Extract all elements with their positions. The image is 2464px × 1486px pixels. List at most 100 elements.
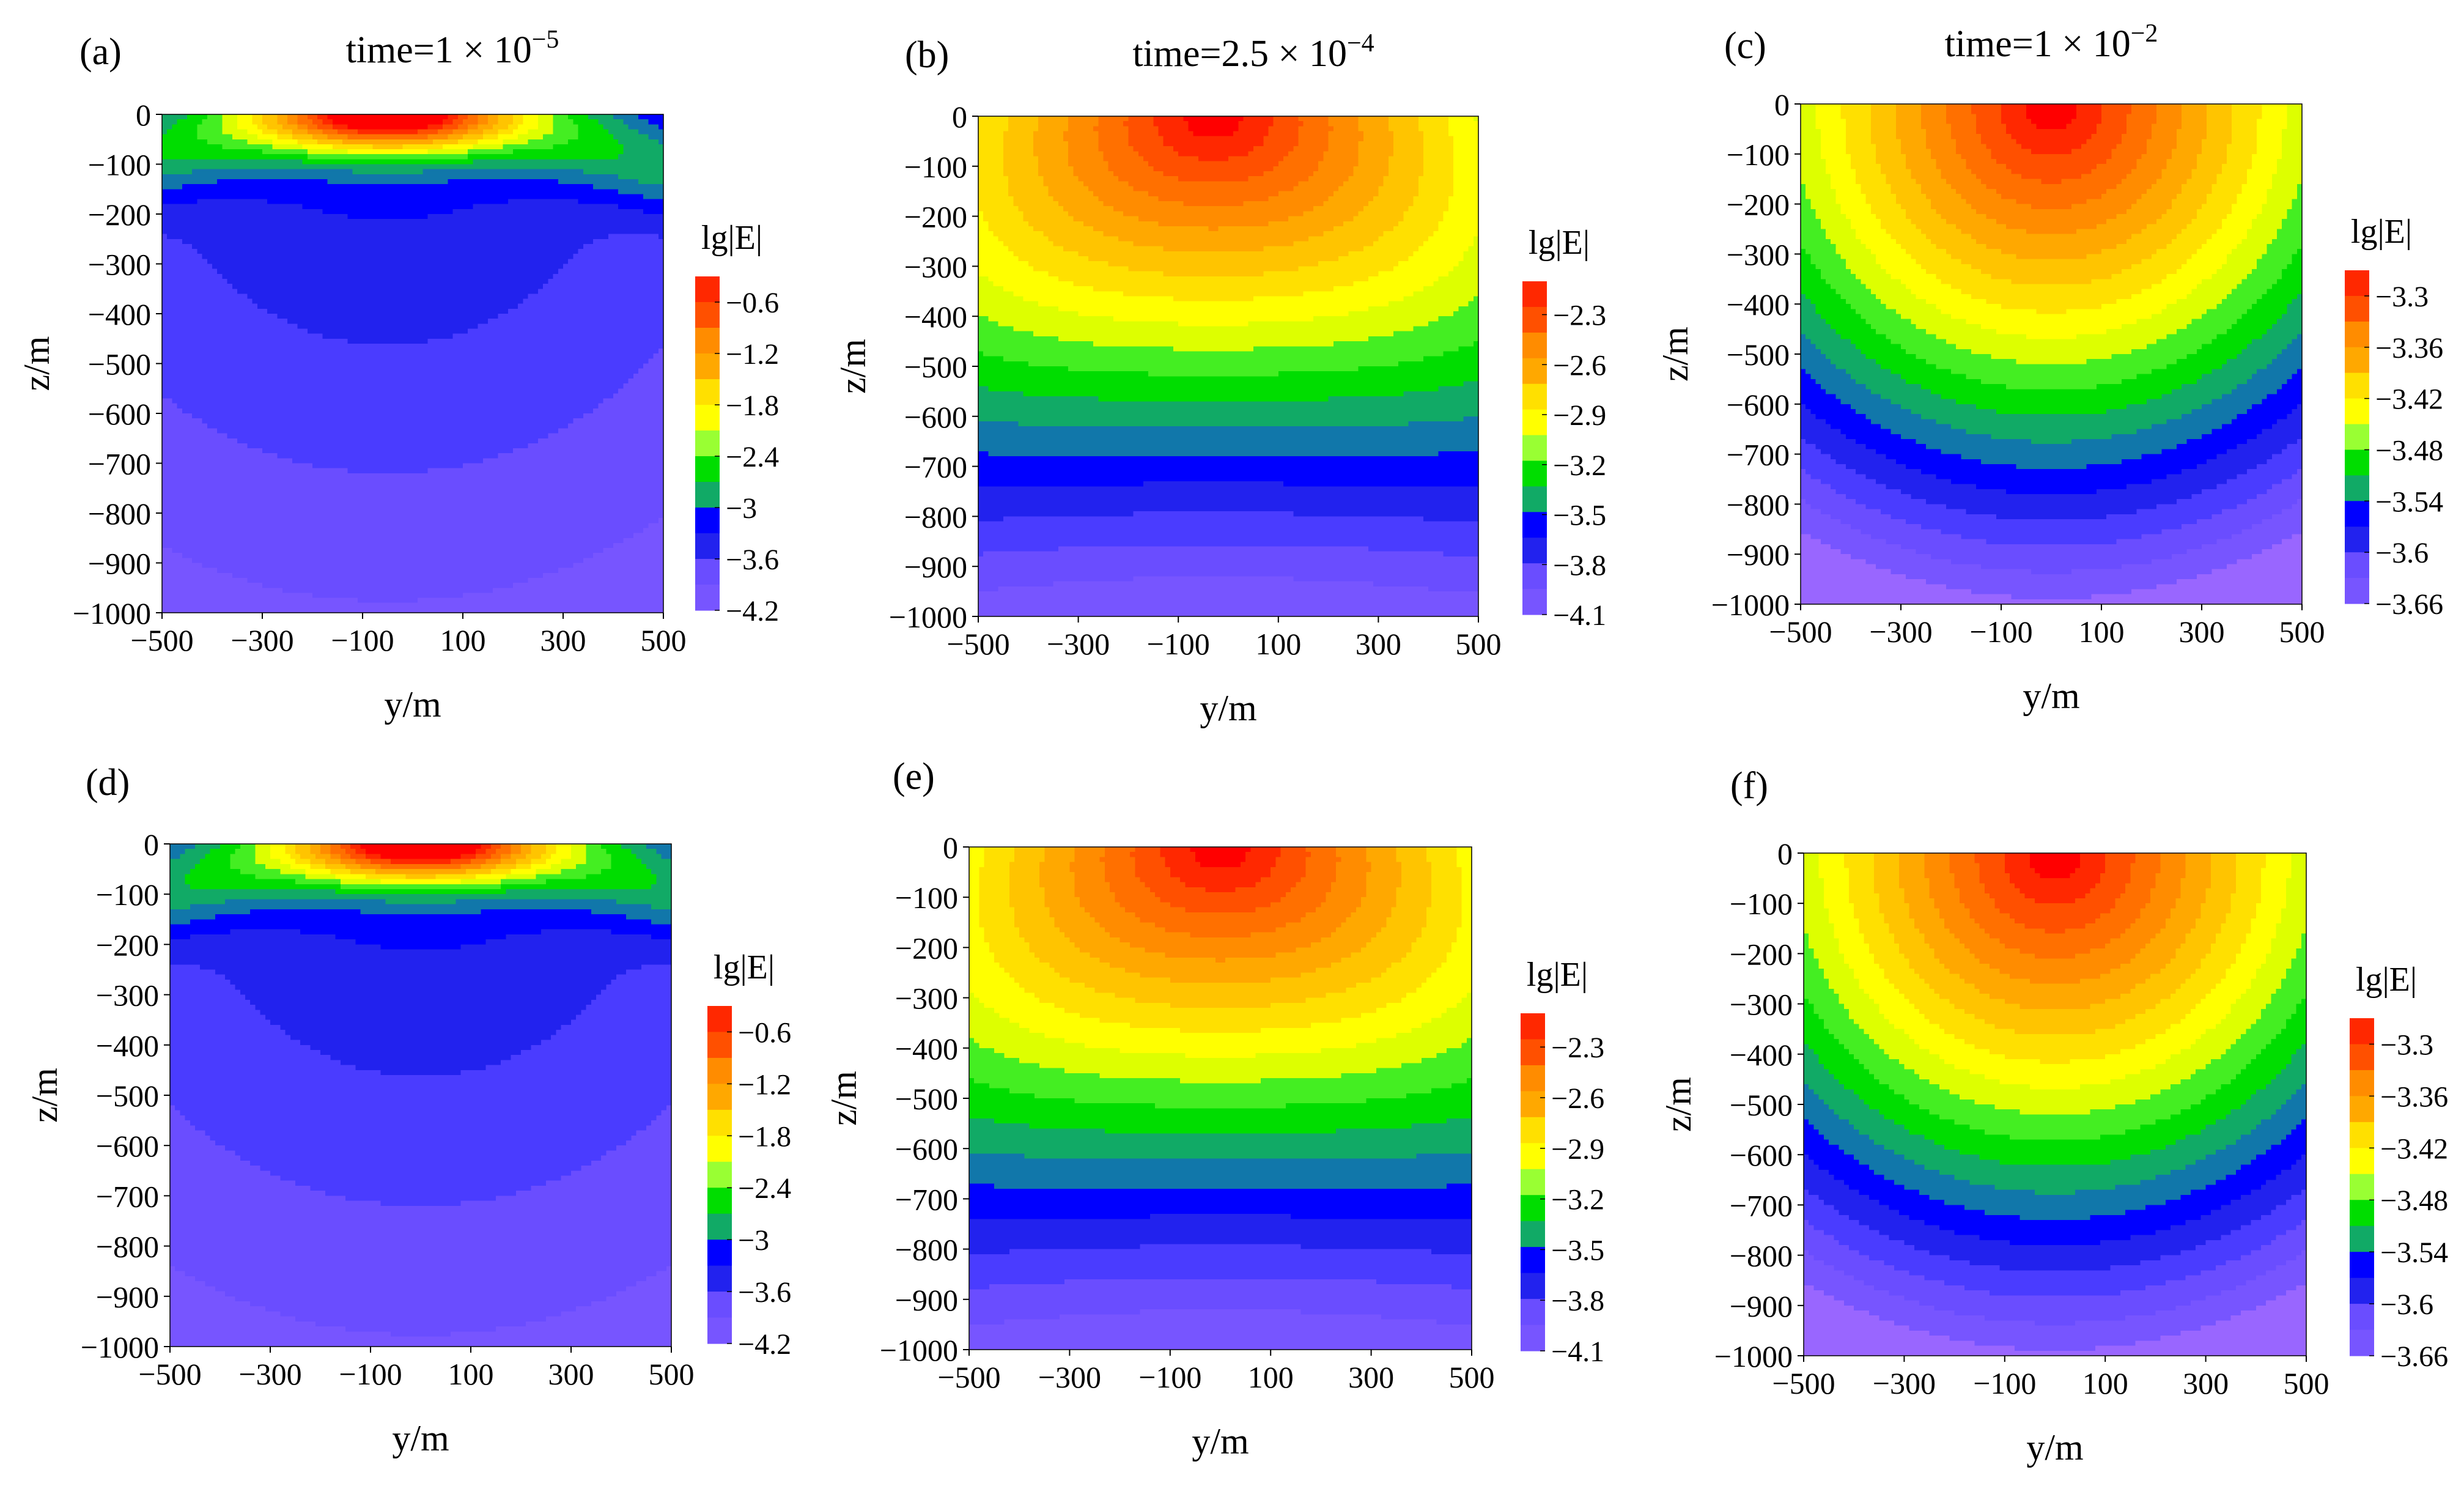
heatmap-cell (498, 114, 503, 120)
heatmap-cell (422, 114, 428, 120)
heatmap-cell (488, 214, 493, 220)
heatmap-cell (603, 184, 609, 190)
heatmap-cell (328, 199, 333, 205)
heatmap-cell (463, 169, 468, 175)
heatmap-cell (388, 214, 393, 220)
heatmap-cell (247, 135, 253, 140)
heatmap-cell (278, 114, 283, 120)
heatmap-cell (573, 159, 578, 164)
heatmap-cell (227, 144, 233, 150)
heatmap-cell (413, 129, 418, 135)
heatmap-cell (654, 159, 659, 164)
heatmap-cell (553, 204, 559, 210)
heatmap-cell (638, 179, 644, 185)
heatmap-cell (418, 184, 423, 190)
heatmap-cell (629, 129, 634, 135)
heatmap-cell (523, 149, 528, 155)
heatmap-cell (372, 174, 378, 180)
heatmap-cell (498, 135, 503, 140)
heatmap-cell (543, 174, 548, 180)
heatmap-cell (443, 144, 448, 150)
heatmap-cell (488, 124, 493, 130)
heatmap-cell (654, 209, 659, 215)
heatmap-cell (237, 219, 243, 224)
heatmap-cell (438, 199, 443, 205)
heatmap-cell (338, 159, 343, 164)
heatmap-cell (338, 199, 343, 205)
heatmap-cell (443, 204, 448, 210)
heatmap-cell (378, 164, 383, 170)
heatmap-cell (172, 214, 177, 220)
heatmap-cell (618, 119, 624, 125)
heatmap-cell (322, 139, 328, 145)
heatmap-cell (342, 209, 348, 215)
heatmap-cell (593, 189, 599, 194)
heatmap-cell (278, 139, 283, 145)
heatmap-cell (308, 129, 313, 135)
heatmap-cell (453, 204, 459, 210)
heatmap-cell (393, 169, 398, 175)
heatmap-cell (418, 135, 423, 140)
heatmap-cell (578, 129, 584, 135)
heatmap-cell (292, 154, 298, 160)
heatmap-cell (403, 199, 408, 205)
heatmap-cell (518, 129, 523, 135)
heatmap-cell (308, 179, 313, 185)
heatmap-cell (533, 194, 539, 199)
heatmap-cell (363, 209, 368, 215)
heatmap-cell (438, 144, 443, 150)
heatmap-cell (428, 204, 433, 210)
heatmap-cell (528, 129, 534, 135)
heatmap-cell (578, 154, 584, 160)
heatmap-cell (367, 135, 373, 140)
heatmap-cell (463, 174, 468, 180)
heatmap-cell (478, 204, 484, 210)
heatmap-cell (278, 194, 283, 199)
heatmap-cell (383, 194, 388, 199)
heatmap-cell (187, 214, 193, 220)
heatmap-cell (232, 199, 238, 205)
heatmap-cell (222, 169, 227, 175)
heatmap-cell (498, 119, 503, 125)
heatmap-cell (217, 189, 223, 194)
heatmap-cell (638, 124, 644, 130)
heatmap-cell (282, 114, 288, 120)
heatmap-cell (297, 144, 303, 150)
heatmap-cell (217, 209, 223, 215)
heatmap-cell (282, 174, 288, 180)
heatmap-cell (593, 169, 599, 175)
heatmap-cell (553, 119, 559, 125)
heatmap-cell (463, 214, 468, 220)
heatmap-cell (563, 189, 569, 194)
heatmap-cell (508, 124, 514, 130)
heatmap-cell (292, 139, 298, 145)
heatmap-cell (623, 154, 629, 160)
heatmap-cell (418, 119, 423, 125)
heatmap-cell (638, 189, 644, 194)
heatmap-cell (172, 119, 177, 125)
heatmap-cell (428, 184, 433, 190)
heatmap-cell (608, 179, 614, 185)
heatmap-cell (303, 209, 308, 215)
heatmap-cell (367, 194, 373, 199)
heatmap-cell (553, 149, 559, 155)
heatmap-cell (623, 149, 629, 155)
heatmap-cell (563, 149, 569, 155)
heatmap-cell (473, 189, 478, 194)
heatmap-cell (418, 159, 423, 164)
heatmap-cell (603, 189, 609, 194)
heatmap-cell (433, 209, 438, 215)
heatmap-cell (473, 119, 478, 125)
heatmap-cell (247, 214, 253, 220)
heatmap-cell (503, 159, 509, 164)
heatmap-cell (558, 149, 564, 155)
heatmap-cell (403, 194, 408, 199)
heatmap-cell (338, 135, 343, 140)
heatmap-cell (498, 204, 503, 210)
heatmap-cell (257, 204, 263, 210)
heatmap-cell (643, 169, 649, 175)
heatmap-cell (603, 159, 609, 164)
heatmap-cell (162, 129, 168, 135)
heatmap-cell (367, 164, 373, 170)
heatmap-cell (187, 189, 193, 194)
